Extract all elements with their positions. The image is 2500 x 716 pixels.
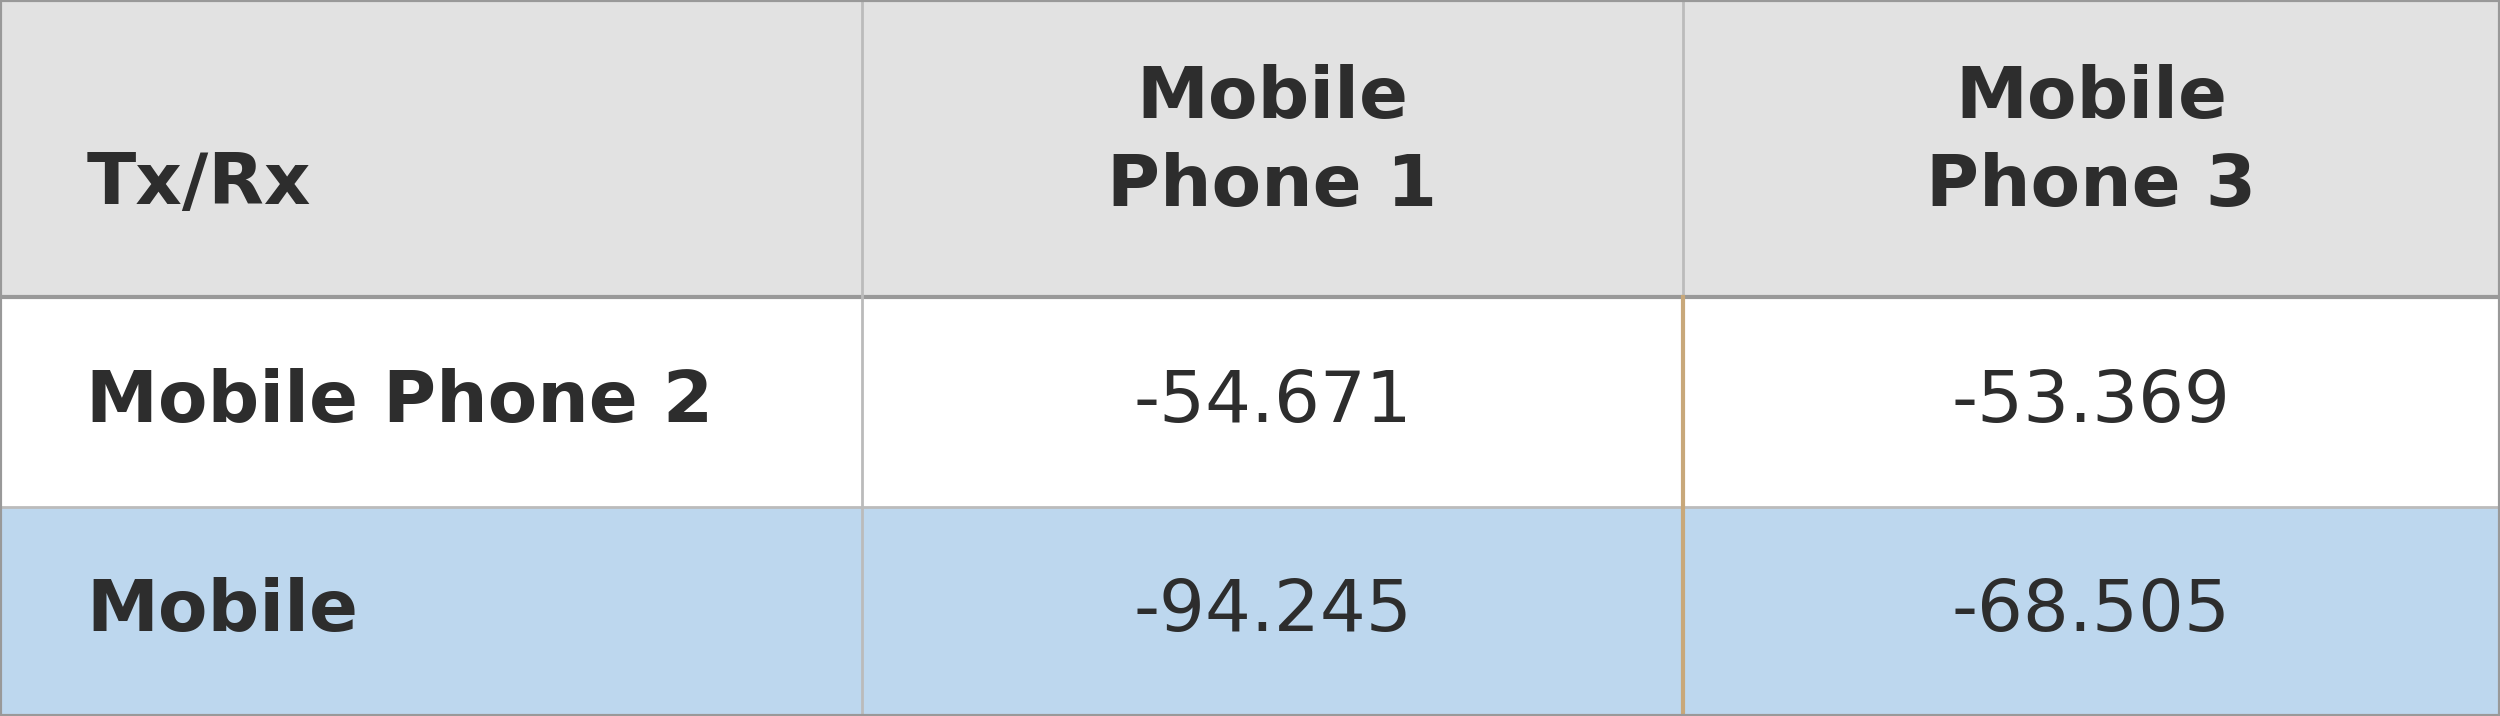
Text: -68.505: -68.505 — [1952, 577, 2230, 646]
Text: -94.245: -94.245 — [1132, 577, 1412, 646]
Bar — [1682, 0, 2500, 297]
Text: Tx/Rx: Tx/Rx — [85, 150, 310, 218]
Bar — [1682, 297, 2500, 507]
Text: -54.671: -54.671 — [1132, 367, 1412, 437]
Text: Mobile Phone 2: Mobile Phone 2 — [85, 367, 712, 437]
Text: -53.369: -53.369 — [1952, 367, 2230, 437]
Bar — [0, 507, 862, 716]
Bar — [0, 0, 862, 297]
Text: Mobile
Phone 3: Mobile Phone 3 — [1925, 64, 2258, 221]
Bar — [862, 0, 1682, 297]
Bar — [0, 297, 862, 507]
Bar — [1682, 507, 2500, 716]
Text: Mobile: Mobile — [85, 577, 357, 646]
Bar — [862, 507, 1682, 716]
Bar — [862, 297, 1682, 507]
Text: Mobile
Phone 1: Mobile Phone 1 — [1108, 64, 1438, 221]
